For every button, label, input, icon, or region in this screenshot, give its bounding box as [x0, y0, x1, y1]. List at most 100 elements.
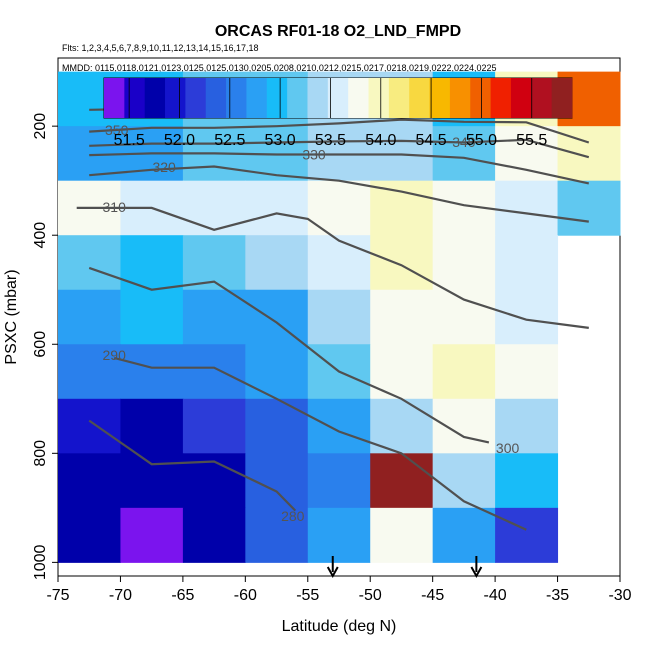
heatmap-cell: [245, 180, 309, 236]
x-tick-label: -55: [296, 587, 319, 604]
heatmap-cell: [245, 398, 309, 454]
heatmap-cell: [307, 398, 371, 454]
heatmap-cell: [245, 344, 309, 400]
x-tick-label: -50: [359, 587, 382, 604]
heatmap-cell: [495, 398, 559, 454]
heatmap-cell: [182, 507, 246, 563]
colorbar-tick-label: 53.5: [315, 132, 346, 149]
heatmap-cell: [182, 344, 246, 400]
x-tick-label: -70: [109, 587, 132, 604]
x-axis: -75 -70 -65 -60 -55 -50 -45 -40 -35 -30: [46, 576, 632, 604]
heatmap-cell: [495, 507, 559, 563]
contour-line-340: [89, 138, 590, 159]
contour-line-300: [88, 266, 490, 444]
contour-label-310: 310: [103, 199, 127, 215]
heatmap-cell: [495, 180, 559, 236]
heatmap-cell: [182, 289, 246, 345]
colorbar-segment: [327, 78, 349, 118]
heatmap-cell: [370, 289, 434, 345]
colorbar-segment: [124, 78, 146, 118]
contour-label-280: 280: [281, 508, 305, 524]
contour-line-290: [113, 356, 527, 531]
heatmap-cell: [432, 126, 496, 182]
x-tick-label: -45: [421, 587, 444, 604]
chart-title: ORCAS RF01-18 O2_LND_FMPD: [215, 23, 461, 40]
colorbar-segment: [205, 78, 227, 118]
contour-line-310: [76, 206, 589, 329]
heatmap-cell: [495, 235, 559, 291]
heatmap-cell: [432, 398, 496, 454]
x-tick-label: -75: [46, 587, 69, 604]
heatmap-cell: [432, 344, 496, 400]
flights-label: Flts: 1,2,3,4,5,6,7,8,9,10,11,12,13,14,1…: [62, 43, 258, 53]
heatmap-cell: [58, 398, 121, 454]
contour-line-330: [89, 152, 590, 185]
x-tick-label: -40: [484, 587, 507, 604]
colorbar-tick-label: 51.5: [114, 132, 145, 149]
colorbar-segment: [165, 78, 186, 118]
colorbar-segment: [246, 78, 268, 118]
colorbar-tick-label: 54.5: [416, 132, 447, 149]
colorbar-segment: [368, 78, 390, 118]
contour-label-340: 340: [452, 134, 476, 150]
contour-line-350: [89, 118, 590, 144]
heatmap-cell: [307, 507, 371, 563]
contour-label-300: 300: [496, 440, 520, 456]
colorbar-segment: [490, 78, 512, 118]
colorbar-segment: [266, 78, 288, 118]
y-tick-label: 400: [32, 222, 49, 249]
heatmap-cell: [120, 289, 184, 345]
colorbar-segment: [510, 78, 532, 118]
heatmap-cell: [182, 180, 246, 236]
y-tick-label: 1000: [32, 544, 49, 580]
heatmap-cell: [58, 235, 121, 291]
contour-label-290: 290: [103, 347, 127, 363]
colorbar: [104, 78, 573, 118]
heatmap-cell: [370, 507, 434, 563]
x-tick-label: -35: [546, 587, 569, 604]
colorbar-segment: [144, 78, 166, 118]
heatmap-cell: [432, 289, 496, 345]
heatmap-cell: [495, 344, 559, 400]
contour-label-350: 350: [105, 122, 129, 138]
heatmap-cell: [370, 180, 434, 236]
contour-line-320: [89, 165, 589, 223]
colorbar-segment: [104, 78, 125, 118]
heatmap-cell: [120, 453, 184, 509]
heatmap-cell: [495, 453, 559, 509]
x-axis-label: Latitude (deg N): [282, 618, 397, 635]
heatmap-cell: [370, 344, 434, 400]
heatmap-cell: [58, 344, 121, 400]
colorbar-ticks: 51.5 52.0 52.5 53.0 53.5 54.0 54.5 55.0 55.5: [114, 78, 547, 149]
heatmap-cell: [432, 453, 496, 509]
colorbar-segment: [449, 78, 471, 118]
heatmap-cell: [557, 180, 621, 236]
colorbar-tick-label: 52.5: [214, 132, 245, 149]
heatmap-cell: [370, 235, 434, 291]
dates-label: MMDD: 0115,0118,0121,0123,0125,0125,0130…: [62, 63, 497, 73]
y-tick-label: 800: [32, 440, 49, 467]
colorbar-segment: [307, 78, 329, 118]
heatmap-cell: [307, 289, 371, 345]
heatmap-cell: [245, 507, 309, 563]
x-tick-label: -65: [171, 587, 194, 604]
colorbar-tick-label: 53.0: [265, 132, 296, 149]
heatmap-cell: [245, 289, 309, 345]
heatmap-cell: [432, 507, 496, 563]
x-tick-label: -30: [608, 587, 631, 604]
heatmap-cell: [245, 235, 309, 291]
colorbar-tick-label: 55.5: [516, 132, 547, 149]
y-tick-label: 200: [32, 113, 49, 140]
heatmap-cell: [120, 344, 184, 400]
heatmap-cell: [370, 398, 434, 454]
heatmap-cell: [307, 180, 371, 236]
heatmap-cell: [432, 235, 496, 291]
colorbar-segment: [287, 78, 308, 118]
contour-label-320: 320: [152, 159, 176, 175]
heatmap-cell: [120, 507, 184, 563]
y-axis-label: PSXC (mbar): [3, 269, 20, 364]
flight-marker-arrowhead: [326, 566, 339, 579]
heatmap-cell: [58, 289, 121, 345]
y-tick-label: 600: [32, 331, 49, 358]
